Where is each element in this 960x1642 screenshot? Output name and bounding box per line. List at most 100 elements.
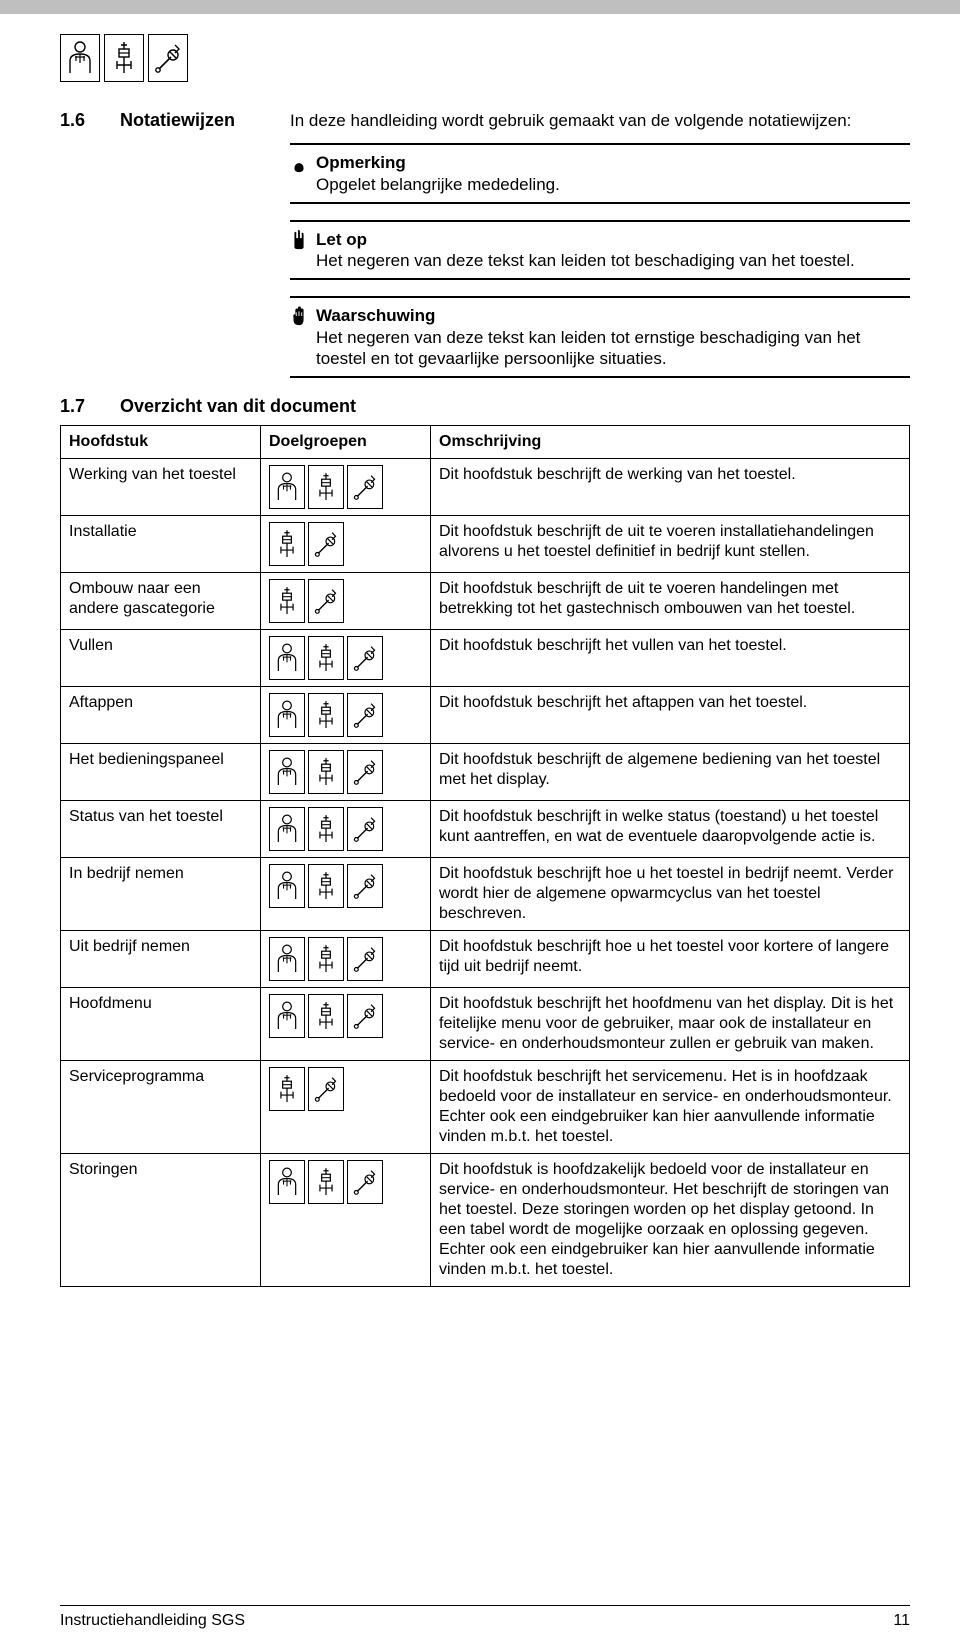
chapter-cell: In bedrijf nemen bbox=[61, 858, 261, 931]
table-row: Storingen Dit hoofdstuk is hoofdzakelijk … bbox=[61, 1154, 910, 1287]
service-icon bbox=[347, 807, 383, 851]
installer-icon bbox=[308, 693, 344, 737]
user-icon bbox=[269, 750, 305, 794]
description-cell: Dit hoofdstuk beschrijft hoe u het toest… bbox=[431, 858, 910, 931]
installer-icon bbox=[308, 1160, 344, 1204]
table-row: Werking van het toestel Dit hoofdstuk bes… bbox=[61, 459, 910, 516]
user-icon bbox=[269, 693, 305, 737]
chapter-cell: Installatie bbox=[61, 516, 261, 573]
note-body: Het negeren van deze tekst kan leiden to… bbox=[316, 251, 855, 270]
pointing-hand-icon bbox=[290, 152, 308, 179]
table-row: Aftappen Dit hoofdstuk beschrijft het aft… bbox=[61, 687, 910, 744]
grab-hand-icon bbox=[290, 305, 308, 332]
note-title: Let op bbox=[316, 230, 367, 249]
user-icon bbox=[269, 1160, 305, 1204]
top-header-bar bbox=[0, 0, 960, 14]
chapter-cell: Het bedieningspaneel bbox=[61, 744, 261, 801]
page-footer: Instructiehandleiding SGS 11 bbox=[60, 1605, 910, 1630]
note-title: Opmerking bbox=[316, 153, 406, 172]
installer-icon bbox=[269, 1067, 305, 1111]
table-row: Serviceprogramma Dit hoofdstuk beschrijft… bbox=[61, 1061, 910, 1154]
audience-cell bbox=[261, 573, 431, 630]
audience-cell bbox=[261, 931, 431, 988]
description-cell: Dit hoofdstuk is hoofdzakelijk bedoeld v… bbox=[431, 1154, 910, 1287]
audience-cell bbox=[261, 744, 431, 801]
installer-icon bbox=[269, 579, 305, 623]
chapter-cell: Vullen bbox=[61, 630, 261, 687]
overview-table: Hoofdstuk Doelgroepen Omschrijving Werki… bbox=[60, 425, 910, 1287]
section-title: Overzicht van dit document bbox=[120, 396, 356, 417]
col-omschrijving: Omschrijving bbox=[431, 426, 910, 459]
installer-icon bbox=[308, 864, 344, 908]
user-icon bbox=[269, 807, 305, 851]
user-icon bbox=[60, 34, 100, 82]
installer-icon bbox=[308, 636, 344, 680]
chapter-cell: Status van het toestel bbox=[61, 801, 261, 858]
description-cell: Dit hoofdstuk beschrijft in welke status… bbox=[431, 801, 910, 858]
description-cell: Dit hoofdstuk beschrijft de uit te voere… bbox=[431, 516, 910, 573]
page: 1.6 Notatiewijzen In deze handleiding wo… bbox=[0, 0, 960, 1642]
audience-cell bbox=[261, 630, 431, 687]
table-row: Vullen Dit hoofdstuk beschrijft het vulle… bbox=[61, 630, 910, 687]
description-cell: Dit hoofdstuk beschrijft het vullen van … bbox=[431, 630, 910, 687]
section-number: 1.7 bbox=[60, 396, 120, 417]
audience-cell bbox=[261, 858, 431, 931]
chapter-cell: Aftappen bbox=[61, 687, 261, 744]
table-row: Installatie Dit hoofdstuk beschrijft de u… bbox=[61, 516, 910, 573]
installer-icon bbox=[308, 750, 344, 794]
installer-icon bbox=[308, 994, 344, 1038]
service-icon bbox=[347, 937, 383, 981]
user-icon bbox=[269, 636, 305, 680]
audience-cell bbox=[261, 801, 431, 858]
chapter-cell: Serviceprogramma bbox=[61, 1061, 261, 1154]
table-header-row: Hoofdstuk Doelgroepen Omschrijving bbox=[61, 426, 910, 459]
service-icon bbox=[308, 522, 344, 566]
installer-icon bbox=[308, 807, 344, 851]
user-icon bbox=[269, 937, 305, 981]
service-icon bbox=[308, 1067, 344, 1111]
table-row: Status van het toestel Dit hoofdstuk besc… bbox=[61, 801, 910, 858]
note-body: Opgelet belangrijke mededeling. bbox=[316, 175, 560, 194]
installer-icon bbox=[104, 34, 144, 82]
service-icon bbox=[347, 1160, 383, 1204]
table-row: Het bedieningspaneel Dit hoofdstuk beschr… bbox=[61, 744, 910, 801]
chapter-cell: Storingen bbox=[61, 1154, 261, 1287]
service-icon bbox=[347, 994, 383, 1038]
audience-cell bbox=[261, 516, 431, 573]
audience-cell bbox=[261, 459, 431, 516]
service-icon bbox=[347, 636, 383, 680]
audience-cell bbox=[261, 687, 431, 744]
section-title: Notatiewijzen bbox=[120, 110, 290, 131]
user-icon bbox=[269, 864, 305, 908]
service-icon bbox=[347, 465, 383, 509]
user-icon bbox=[269, 465, 305, 509]
chapter-cell: Werking van het toestel bbox=[61, 459, 261, 516]
service-icon bbox=[308, 579, 344, 623]
installer-icon bbox=[308, 465, 344, 509]
audience-cell bbox=[261, 988, 431, 1061]
note-letop: Let op Het negeren van deze tekst kan le… bbox=[290, 220, 910, 281]
description-cell: Dit hoofdstuk beschrijft het aftappen va… bbox=[431, 687, 910, 744]
section-number: 1.6 bbox=[60, 110, 120, 131]
section-1-7: 1.7 Overzicht van dit document bbox=[60, 396, 910, 417]
section-intro: In deze handleiding wordt gebruik gemaak… bbox=[290, 110, 910, 131]
description-cell: Dit hoofdstuk beschrijft het hoofdmenu v… bbox=[431, 988, 910, 1061]
description-cell: Dit hoofdstuk beschrijft hoe u het toest… bbox=[431, 931, 910, 988]
chapter-cell: Ombouw naar een andere gascategorie bbox=[61, 573, 261, 630]
service-icon bbox=[347, 864, 383, 908]
audience-cell bbox=[261, 1061, 431, 1154]
chapter-cell: Uit bedrijf nemen bbox=[61, 931, 261, 988]
col-doelgroepen: Doelgroepen bbox=[261, 426, 431, 459]
table-row: Ombouw naar een andere gascategorieDit h… bbox=[61, 573, 910, 630]
palm-hand-icon bbox=[290, 229, 308, 256]
description-cell: Dit hoofdstuk beschrijft de werking van … bbox=[431, 459, 910, 516]
audience-cell bbox=[261, 1154, 431, 1287]
footer-page-number: 11 bbox=[893, 1612, 910, 1630]
user-icon bbox=[269, 994, 305, 1038]
col-hoofdstuk: Hoofdstuk bbox=[61, 426, 261, 459]
chapter-cell: Hoofdmenu bbox=[61, 988, 261, 1061]
description-cell: Dit hoofdstuk beschrijft de algemene bed… bbox=[431, 744, 910, 801]
service-icon bbox=[148, 34, 188, 82]
note-title: Waarschuwing bbox=[316, 306, 435, 325]
description-cell: Dit hoofdstuk beschrijft het servicemenu… bbox=[431, 1061, 910, 1154]
